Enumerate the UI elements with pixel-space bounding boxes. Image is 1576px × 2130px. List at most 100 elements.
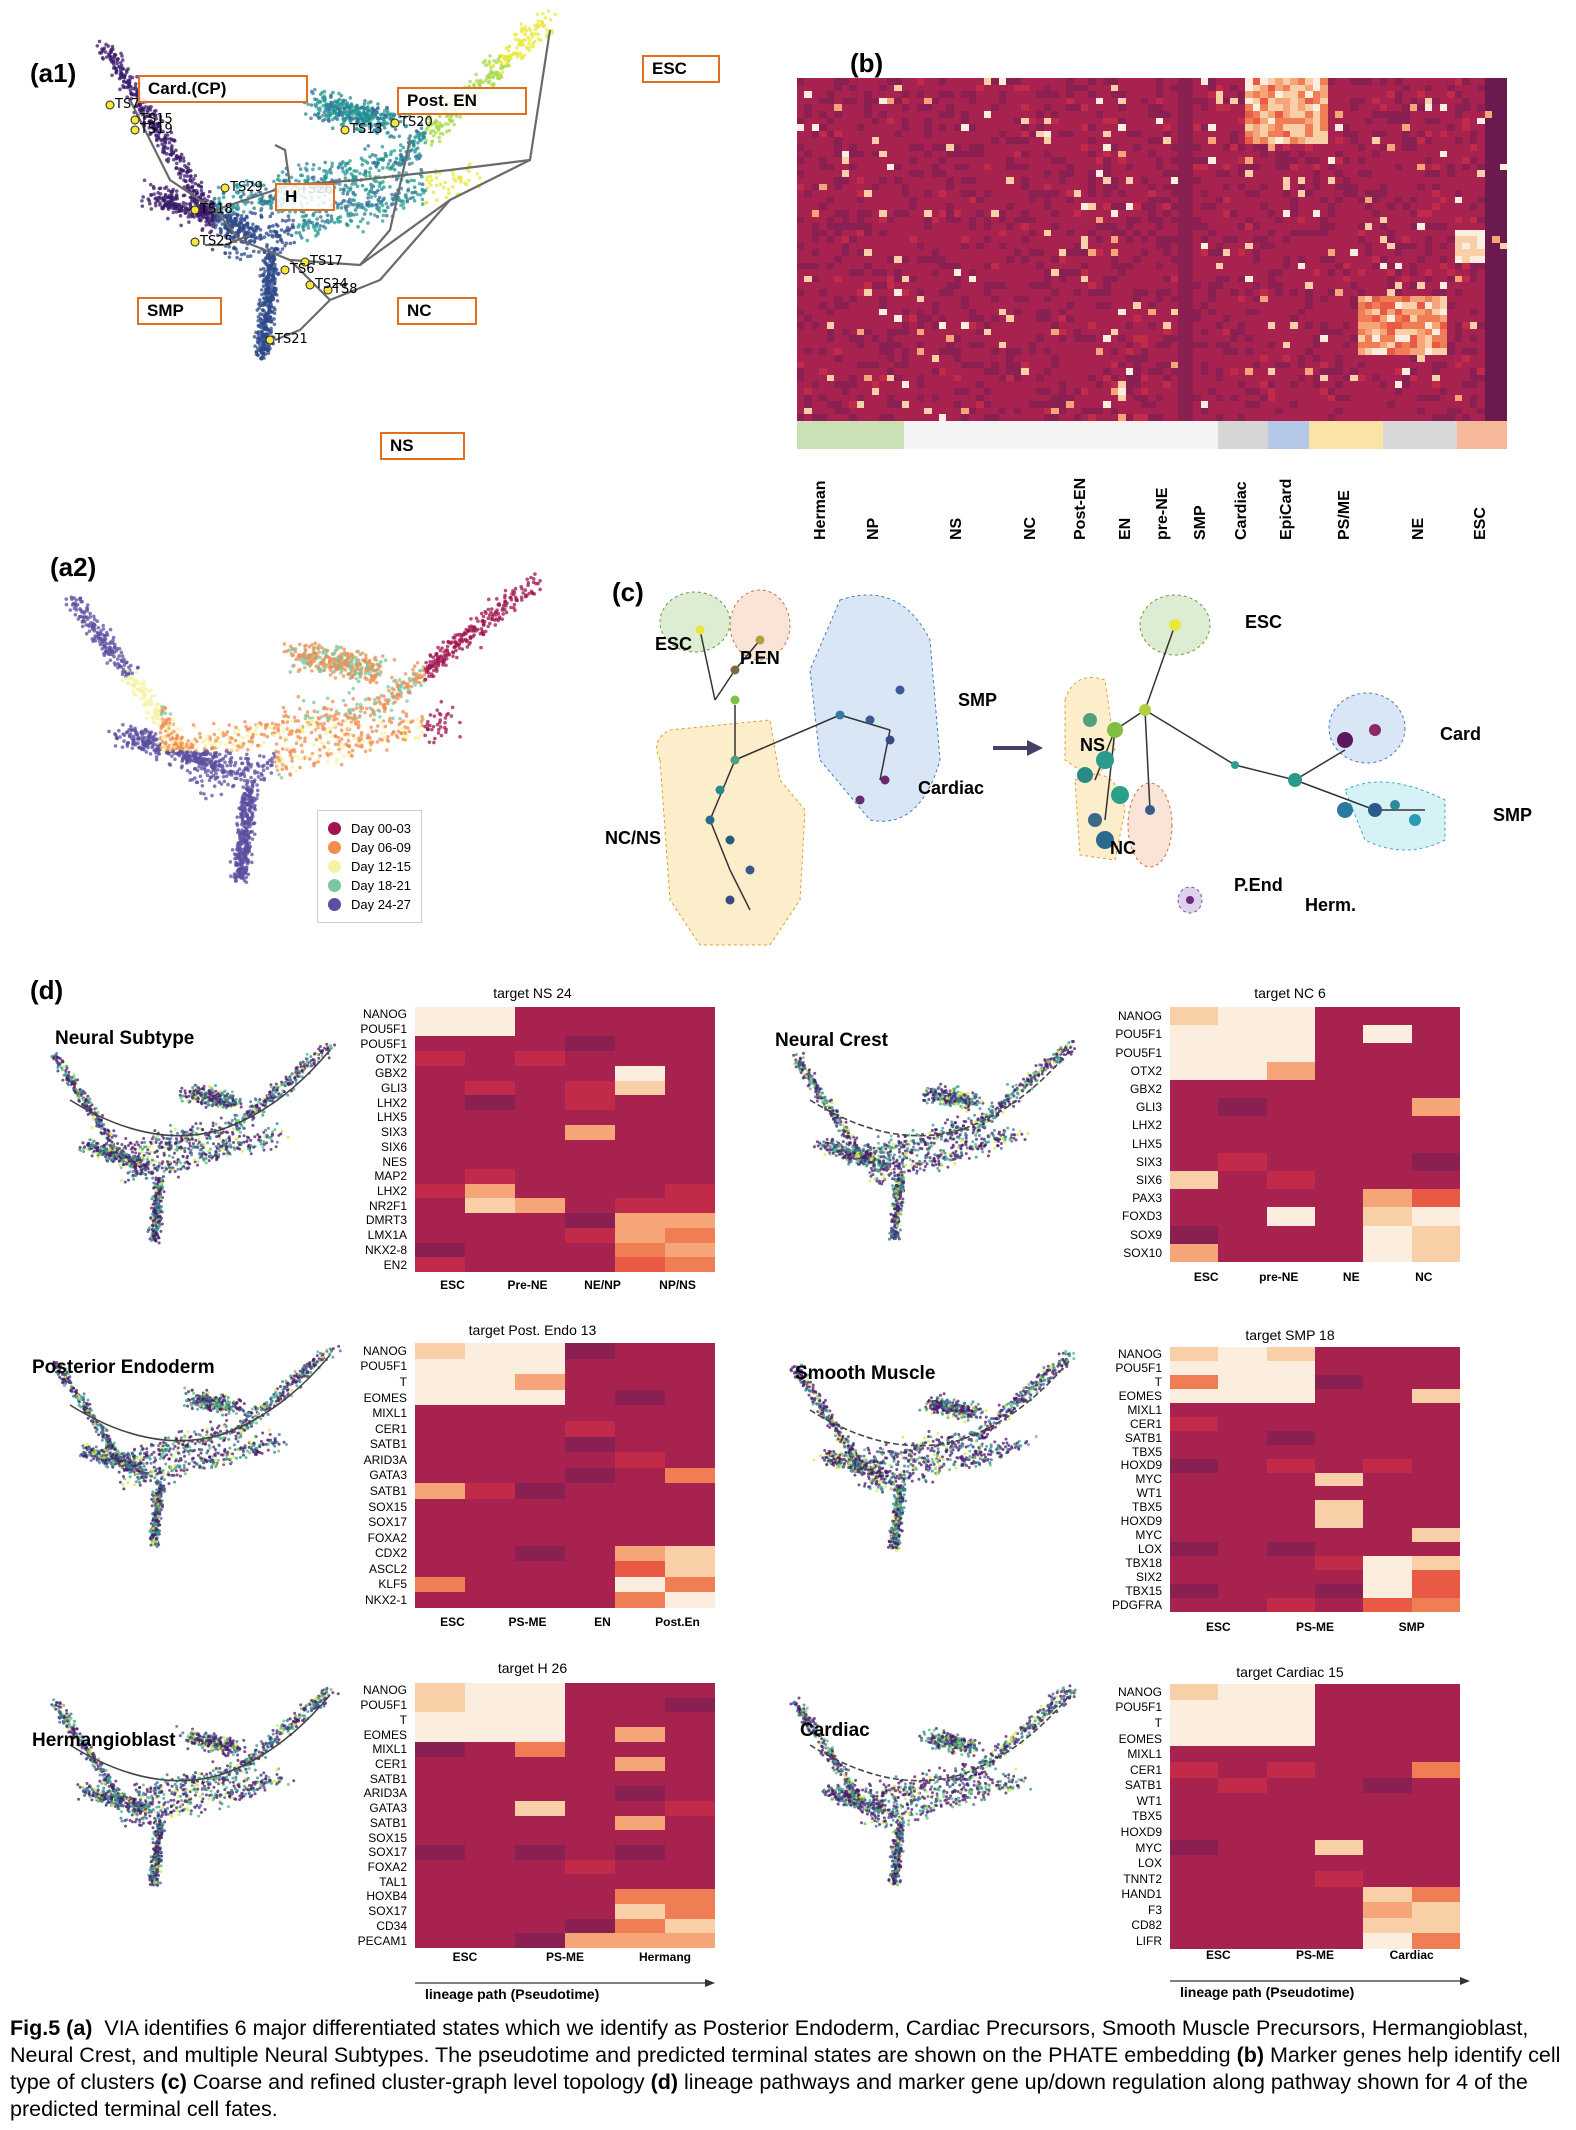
heatmap-cell xyxy=(1342,249,1351,257)
heatmap-cell xyxy=(856,209,865,217)
heatmap-cell xyxy=(1320,143,1328,151)
heatmap-cell xyxy=(1342,348,1351,356)
heatmap-cell xyxy=(1252,223,1261,230)
heatmap-cell xyxy=(1275,256,1283,263)
heatmap-cell xyxy=(1357,388,1365,395)
heatmap-cell xyxy=(1155,143,1164,151)
heatmap-cell xyxy=(834,124,842,131)
heatmap-cell xyxy=(1118,78,1126,85)
heatmap-cell xyxy=(1424,308,1433,316)
heatmap-cell xyxy=(1320,110,1328,118)
heatmap-cell xyxy=(909,183,917,191)
heatmap-cell xyxy=(1409,170,1418,177)
heatmap-cell xyxy=(1335,216,1343,224)
heatmap-cell xyxy=(1402,203,1410,210)
heatmap-cell xyxy=(1058,190,1067,197)
heatmap-cell xyxy=(856,190,865,197)
heatmap-cell xyxy=(871,176,880,184)
heatmap-cell xyxy=(1058,124,1067,131)
heatmap-cell xyxy=(1125,315,1134,323)
heatmap-cell xyxy=(1237,196,1246,204)
heatmap-cell xyxy=(1290,124,1298,131)
heatmap-cell xyxy=(1402,374,1410,382)
heatmap-cell xyxy=(856,203,865,210)
heatmap-cell xyxy=(1492,249,1500,257)
heatmap-cell xyxy=(1462,216,1470,224)
heatmap-cell xyxy=(804,183,812,191)
heatmap-cell xyxy=(961,355,969,362)
heatmap-cell xyxy=(1223,216,1231,224)
heatmap-cell xyxy=(1492,368,1500,375)
heatmap-cell xyxy=(811,289,820,296)
heatmap-cell xyxy=(1223,137,1231,144)
heatmap-cell xyxy=(826,275,835,283)
heatmap-cell xyxy=(879,203,887,210)
heatmap-cell xyxy=(1424,137,1433,144)
heatmap-cell xyxy=(1469,137,1478,144)
heatmap-cell xyxy=(1118,401,1126,408)
heatmap-cell xyxy=(1402,275,1410,283)
heatmap-cell xyxy=(998,289,1007,296)
heatmap-cell xyxy=(864,110,872,118)
heatmap-cell xyxy=(1155,104,1164,111)
heatmap-cell xyxy=(931,216,939,224)
heatmap-cell xyxy=(1267,388,1276,395)
heatmap-cell xyxy=(909,84,917,92)
heatmap-cell xyxy=(1409,388,1418,395)
heatmap-cell xyxy=(946,163,954,171)
heatmap-cell xyxy=(1484,275,1493,283)
heatmap-cell xyxy=(894,229,902,237)
heatmap-cell xyxy=(1230,242,1238,250)
heatmap-cell xyxy=(1095,295,1104,303)
heatmap-cell xyxy=(1095,124,1104,131)
heatmap-cell xyxy=(1387,203,1395,210)
heatmap-cell xyxy=(1200,348,1209,356)
heatmap-cell xyxy=(1387,275,1395,283)
heatmap-cell xyxy=(811,170,820,177)
heatmap-cell xyxy=(864,355,872,362)
heatmap-cell xyxy=(1028,137,1037,144)
heatmap-cell xyxy=(1320,124,1328,131)
heatmap-cell xyxy=(1417,137,1425,144)
heatmap-cell xyxy=(1477,117,1485,125)
heatmap-cell xyxy=(1462,388,1470,395)
heatmap-cell xyxy=(1462,203,1470,210)
heatmap-cell xyxy=(886,176,895,184)
terminal-state-label: TS20 xyxy=(400,115,433,130)
heatmap-cell xyxy=(804,341,812,349)
heatmap-cell xyxy=(1454,170,1463,177)
heatmap-cell xyxy=(1350,91,1358,98)
heatmap-cell xyxy=(1484,302,1493,309)
heatmap-cell xyxy=(1103,223,1111,230)
heatmap-cell xyxy=(1013,308,1022,316)
heatmap-cell xyxy=(1073,315,1081,323)
heatmap-cell xyxy=(819,302,827,309)
heatmap-cell xyxy=(819,308,827,316)
heatmap-cell xyxy=(1387,216,1395,224)
heatmap-cell xyxy=(1073,407,1081,415)
heatmap-cell xyxy=(1305,137,1313,144)
heatmap-cell xyxy=(1073,196,1081,204)
heatmap-cell xyxy=(1066,183,1074,191)
heatmap-cell xyxy=(1327,78,1336,85)
heatmap-cell xyxy=(1432,348,1440,356)
heatmap-cell xyxy=(976,117,984,125)
heatmap-cell xyxy=(1260,157,1268,164)
heatmap-cell xyxy=(1103,203,1111,210)
heatmap-cell xyxy=(1432,110,1440,118)
heatmap-cell xyxy=(1454,163,1463,171)
heatmap-cell xyxy=(1350,110,1358,118)
heatmap-cell xyxy=(939,282,947,290)
heatmap-cell xyxy=(1320,117,1328,125)
heatmap-cell xyxy=(886,91,895,98)
heatmap-cell xyxy=(1013,275,1022,283)
heatmap-cell xyxy=(1148,236,1156,243)
heatmap-cell xyxy=(991,275,999,283)
heatmap-cell xyxy=(939,335,947,342)
heatmap-cell xyxy=(976,110,984,118)
heatmap-cell xyxy=(1066,124,1074,131)
heatmap-cell xyxy=(1178,163,1186,171)
heatmap-cell xyxy=(1417,322,1425,329)
heatmap-cell xyxy=(849,183,857,191)
heatmap-cell xyxy=(1013,236,1022,243)
